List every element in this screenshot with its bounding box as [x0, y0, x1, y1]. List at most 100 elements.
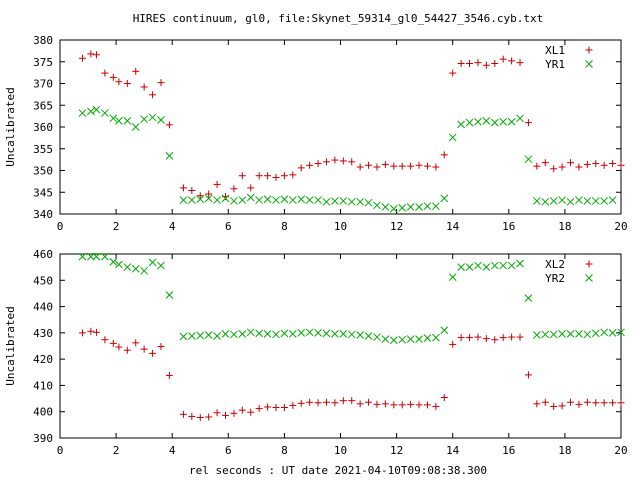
- data-point: [524, 371, 532, 379]
- data-point: [109, 339, 117, 347]
- data-point: [381, 335, 390, 344]
- data-point: [466, 59, 474, 67]
- data-point: [448, 273, 457, 281]
- data-point: [508, 57, 516, 65]
- data-point: [432, 402, 440, 410]
- data-point: [92, 51, 100, 59]
- data-point: [238, 172, 246, 180]
- data-point: [373, 201, 381, 210]
- x-axis-label: rel seconds : UT date 2021-04-10T09:08:3…: [189, 464, 487, 477]
- data-point: [331, 399, 339, 407]
- x-tick-label: 16: [502, 444, 515, 457]
- data-point: [490, 261, 499, 270]
- data-point: [516, 114, 524, 123]
- data-point: [78, 252, 87, 261]
- data-point: [415, 203, 423, 211]
- data-point: [306, 398, 314, 406]
- data-point: [230, 330, 238, 339]
- data-point: [165, 291, 174, 299]
- data-point: [280, 172, 288, 180]
- data-point: [238, 406, 246, 414]
- data-point: [280, 195, 289, 204]
- data-point: [289, 171, 297, 179]
- data-point: [567, 398, 575, 406]
- data-point: [617, 399, 625, 407]
- data-point: [305, 328, 314, 337]
- data-point: [140, 115, 149, 124]
- x-tick-label: 2: [113, 444, 120, 457]
- data-point: [347, 330, 356, 339]
- data-point: [423, 334, 432, 342]
- data-point: [339, 197, 348, 205]
- data-point: [297, 164, 305, 172]
- data-point: [499, 261, 508, 270]
- data-point: [148, 113, 157, 122]
- data-point: [440, 394, 448, 402]
- data-point: [533, 162, 541, 170]
- data-point: [246, 193, 255, 202]
- data-point: [575, 163, 583, 171]
- data-point: [432, 163, 440, 171]
- data-point: [221, 193, 229, 201]
- data-point: [567, 159, 575, 167]
- data-point: [373, 400, 381, 408]
- plot-frame: [59, 39, 622, 215]
- data-point: [482, 117, 491, 125]
- legend-label: XL1: [545, 44, 565, 57]
- data-point: [356, 163, 364, 171]
- legend-label: YR2: [545, 272, 565, 285]
- data-point: [491, 336, 499, 344]
- data-point: [92, 252, 101, 261]
- data-point: [608, 329, 617, 337]
- data-point: [491, 59, 499, 67]
- x-tick-label: 10: [334, 220, 347, 233]
- y-tick-label: 390: [33, 432, 53, 445]
- y-tick-label: 400: [33, 406, 53, 419]
- data-point: [322, 197, 331, 206]
- data-point: [101, 252, 109, 261]
- data-point: [575, 196, 583, 204]
- data-point: [109, 258, 118, 266]
- data-point: [558, 402, 566, 410]
- data-point: [78, 54, 86, 62]
- data-point: [524, 294, 533, 303]
- data-point: [558, 330, 566, 338]
- data-point: [204, 194, 213, 203]
- data-point: [592, 399, 600, 407]
- data-point: [516, 259, 524, 268]
- data-point: [474, 117, 482, 126]
- data-point: [583, 330, 592, 339]
- data-point: [389, 204, 398, 213]
- data-point: [356, 331, 364, 339]
- x-tick-label: 0: [57, 220, 64, 233]
- legend-label: YR1: [545, 58, 565, 71]
- x-tick-label: 10: [334, 444, 347, 457]
- data-point: [549, 330, 558, 339]
- data-point: [140, 345, 148, 353]
- data-point: [499, 334, 507, 342]
- data-point: [297, 195, 306, 204]
- data-point: [149, 349, 157, 357]
- data-point: [305, 196, 314, 204]
- data-point: [213, 196, 221, 204]
- data-point: [297, 329, 306, 337]
- data-point: [196, 195, 205, 204]
- data-point: [322, 158, 330, 166]
- data-point: [356, 400, 364, 408]
- data-point: [457, 59, 465, 67]
- data-point: [541, 159, 549, 167]
- data-point: [314, 329, 322, 337]
- data-point: [415, 161, 423, 169]
- data-point: [213, 409, 221, 417]
- data-point: [348, 158, 356, 166]
- data-point: [398, 335, 407, 344]
- x-tick-label: 4: [169, 220, 176, 233]
- data-point: [205, 413, 213, 421]
- x-tick-label: 8: [281, 220, 288, 233]
- data-point: [115, 117, 123, 125]
- data-point: [187, 196, 196, 204]
- series-yr2: [78, 252, 625, 345]
- data-point: [148, 258, 157, 267]
- data-point: [204, 331, 213, 339]
